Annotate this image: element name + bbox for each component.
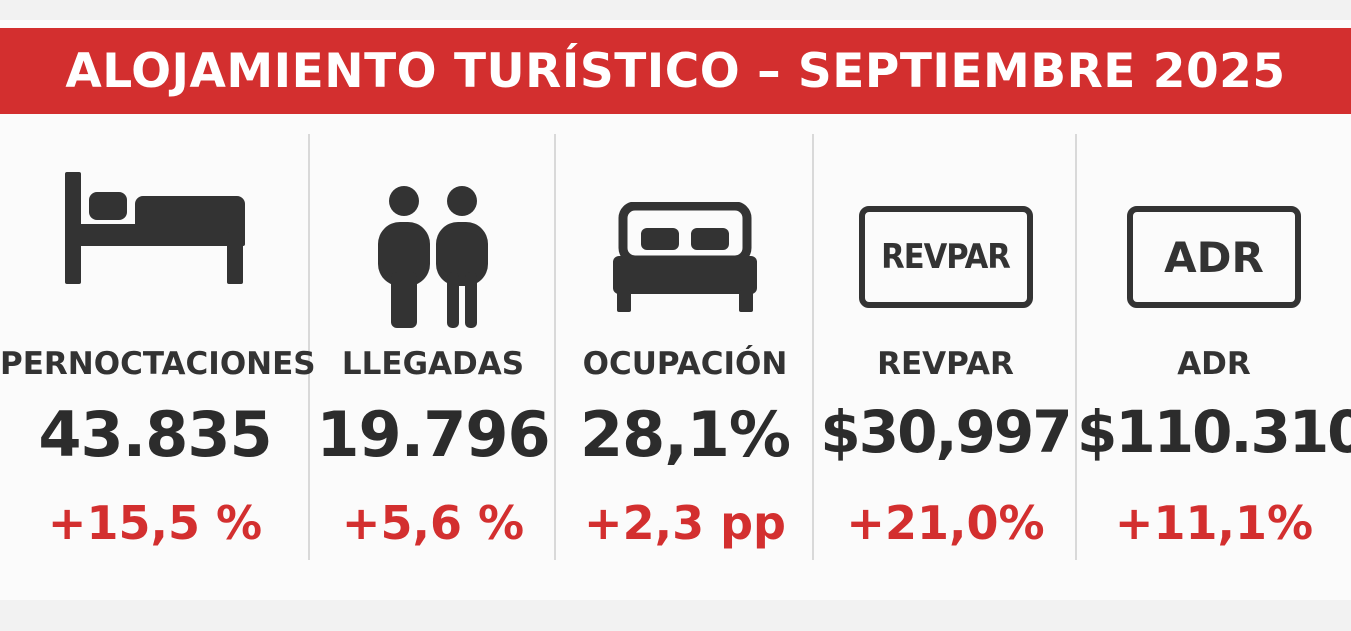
metric-pernoctaciones: PERNOCTACIONES 43.835 +15,5 % xyxy=(0,114,316,580)
metric-ocupacion: OCUPACIÓN 28,1% +2,3 pp xyxy=(556,114,814,580)
adr-badge-icon: ADR xyxy=(1127,206,1301,308)
metric-llegadas: LLEGADAS 19.796 +5,6 % xyxy=(310,114,556,580)
metric-label: ADR xyxy=(1177,346,1251,382)
double-bed-icon xyxy=(613,202,757,312)
metric-label: LLEGADAS xyxy=(341,346,525,382)
metric-label: OCUPACIÓN xyxy=(582,346,788,382)
metric-label: REVPAR xyxy=(877,346,1014,382)
metric-value: 28,1% xyxy=(579,398,791,471)
metric-value: 19.796 xyxy=(316,398,550,471)
metric-change: +15,5 % xyxy=(47,496,263,550)
column-divider xyxy=(812,134,814,560)
metric-change: +2,3 pp xyxy=(584,496,786,550)
title-banner: ALOJAMIENTO TURÍSTICO – SEPTIEMBRE 2025 xyxy=(0,28,1351,114)
metric-adr: ADR ADR $110.310 +11,1% xyxy=(1077,114,1351,580)
metric-value: $110.310 xyxy=(1077,398,1351,466)
revpar-badge-icon: REVPAR xyxy=(858,206,1033,308)
metric-change: +5,6 % xyxy=(341,496,525,550)
metric-value: $30,997 xyxy=(820,398,1072,466)
page-title: ALOJAMIENTO TURÍSTICO – SEPTIEMBRE 2025 xyxy=(65,43,1286,99)
metric-value: 43.835 xyxy=(38,398,272,471)
bed-person-icon xyxy=(65,172,245,284)
two-people-icon xyxy=(378,186,488,328)
column-divider xyxy=(554,134,556,560)
column-divider xyxy=(308,134,310,560)
metric-change: +21,0% xyxy=(846,496,1045,550)
metric-label: PERNOCTACIONES xyxy=(0,346,316,382)
metric-revpar: REVPAR REVPAR $30,997 +21,0% xyxy=(814,114,1077,580)
column-divider xyxy=(1075,134,1077,560)
infographic-card xyxy=(0,20,1351,600)
metric-change: +11,1% xyxy=(1114,496,1314,550)
